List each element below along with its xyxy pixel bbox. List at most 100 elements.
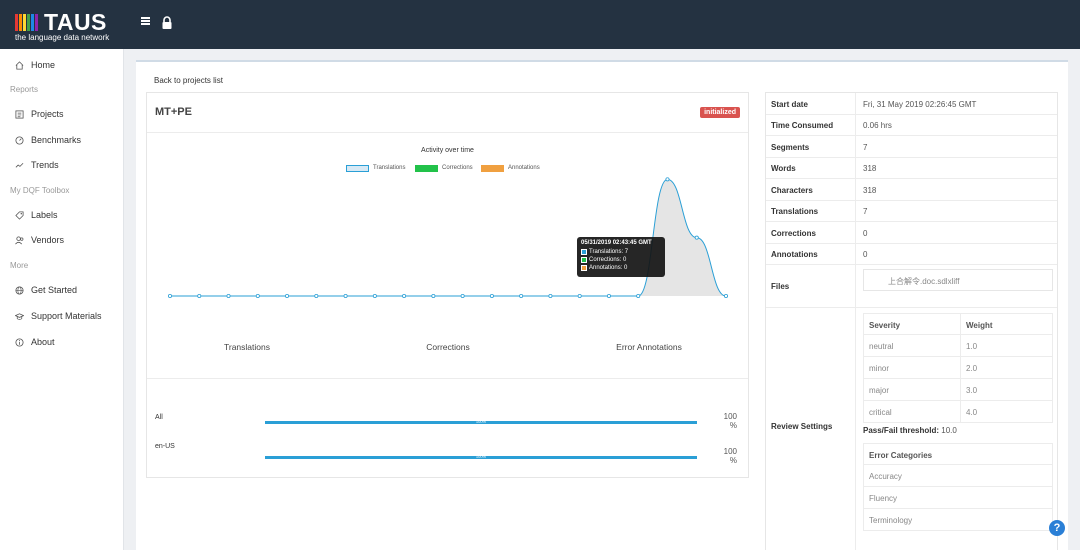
categories-header: Error Categories bbox=[869, 451, 933, 460]
home-icon bbox=[15, 60, 24, 70]
progress-inner-text: 100% bbox=[475, 454, 487, 459]
globe-icon bbox=[15, 285, 24, 295]
hamburger-icon[interactable] bbox=[141, 17, 151, 27]
data-point[interactable] bbox=[694, 235, 699, 240]
data-point[interactable] bbox=[724, 293, 729, 298]
progress-percent-en-us: 100 % bbox=[713, 447, 737, 465]
legend-label: Corrections bbox=[442, 165, 473, 171]
legend-item-annotations[interactable]: Annotations bbox=[481, 163, 540, 173]
info-icon bbox=[15, 337, 24, 347]
data-point[interactable] bbox=[314, 293, 319, 298]
data-point[interactable] bbox=[255, 293, 260, 298]
lock-icon[interactable] bbox=[161, 16, 173, 30]
data-point[interactable] bbox=[197, 293, 202, 298]
data-point[interactable] bbox=[167, 293, 172, 298]
info-row-segments: Segments 7 bbox=[766, 136, 1057, 158]
data-point[interactable] bbox=[519, 293, 524, 298]
column-divider bbox=[960, 335, 961, 356]
trend-line-icon bbox=[15, 162, 24, 168]
sidebar-item-support-materials[interactable]: Support Materials bbox=[15, 308, 102, 324]
severity-header-row: Severity Weight bbox=[863, 313, 1053, 335]
sidebar-item-trends[interactable]: Trends bbox=[15, 157, 59, 173]
column-divider bbox=[960, 357, 961, 378]
severity-weight: 2.0 bbox=[966, 364, 978, 373]
sidebar: Home Reports Projects Benchmarks Trends … bbox=[0, 49, 124, 550]
progress-label-all: All bbox=[155, 414, 163, 421]
data-point[interactable] bbox=[665, 177, 670, 182]
column-divider bbox=[960, 379, 961, 400]
sidebar-item-label: Projects bbox=[31, 109, 64, 119]
progress-inner-text: 100% bbox=[475, 419, 487, 424]
divider bbox=[147, 132, 748, 133]
percent-value: 100 bbox=[723, 412, 737, 421]
data-point[interactable] bbox=[372, 293, 377, 298]
sidebar-item-vendors[interactable]: Vendors bbox=[15, 232, 64, 248]
tab-corrections[interactable]: Corrections bbox=[426, 342, 470, 352]
severity-row: minor 2.0 bbox=[863, 357, 1053, 379]
legend-swatch bbox=[415, 164, 438, 172]
sidebar-item-label: Labels bbox=[31, 210, 58, 220]
data-point[interactable] bbox=[402, 293, 407, 298]
data-point[interactable] bbox=[636, 293, 641, 298]
legend-swatch bbox=[481, 164, 504, 172]
category-row: Accuracy bbox=[863, 465, 1053, 487]
percent-unit: % bbox=[729, 456, 737, 465]
sidebar-item-about[interactable]: About bbox=[15, 334, 55, 350]
category-name: Fluency bbox=[869, 494, 898, 503]
info-key: Segments bbox=[771, 143, 810, 152]
translations-area bbox=[170, 179, 726, 296]
data-point[interactable] bbox=[489, 293, 494, 298]
sidebar-item-label: Benchmarks bbox=[31, 135, 82, 145]
help-button[interactable]: ? bbox=[1049, 520, 1065, 536]
tab-translations[interactable]: Translations bbox=[224, 342, 270, 352]
category-row: Fluency bbox=[863, 487, 1053, 509]
tooltip-text: Translations: 7 bbox=[589, 249, 629, 255]
data-point[interactable] bbox=[548, 293, 553, 298]
activity-chart[interactable] bbox=[147, 93, 748, 333]
info-key: Words bbox=[771, 164, 796, 173]
weight-header: Weight bbox=[966, 321, 993, 330]
category-name: Accuracy bbox=[869, 472, 902, 481]
tooltip-text: Annotations: 0 bbox=[589, 265, 628, 271]
column-divider bbox=[960, 401, 961, 422]
severity-row: neutral 1.0 bbox=[863, 335, 1053, 357]
info-key: Time Consumed bbox=[771, 121, 834, 130]
severity-name: neutral bbox=[869, 342, 894, 351]
threshold-label: Pass/Fail threshold: bbox=[863, 426, 940, 435]
tooltip-row-translations: Translations: 7 bbox=[581, 248, 661, 256]
legend-item-translations[interactable]: Translations bbox=[346, 163, 405, 173]
info-row-files: Files bbox=[766, 265, 1057, 308]
legend-item-corrections[interactable]: Corrections bbox=[415, 163, 473, 173]
tab-error-annotations[interactable]: Error Annotations bbox=[616, 342, 682, 352]
sidebar-item-benchmarks[interactable]: Benchmarks bbox=[15, 132, 81, 148]
sidebar-item-get-started[interactable]: Get Started bbox=[15, 282, 77, 298]
column-divider bbox=[960, 314, 961, 335]
info-key: Corrections bbox=[771, 229, 816, 238]
info-row-start-date: Start date Fri, 31 May 2019 02:26:45 GMT bbox=[766, 93, 1057, 115]
info-value: 0 bbox=[863, 250, 868, 259]
data-point[interactable] bbox=[606, 293, 611, 298]
data-point[interactable] bbox=[285, 293, 290, 298]
data-point[interactable] bbox=[226, 293, 231, 298]
info-value: 318 bbox=[863, 186, 877, 195]
data-point[interactable] bbox=[431, 293, 436, 298]
status-badge: initialized bbox=[700, 107, 740, 118]
tooltip-row-corrections: Corrections: 0 bbox=[581, 256, 661, 264]
sidebar-item-labels[interactable]: Labels bbox=[15, 207, 58, 223]
sidebar-item-projects[interactable]: Projects bbox=[15, 106, 64, 122]
data-point[interactable] bbox=[460, 293, 465, 298]
percent-value: 100 bbox=[723, 447, 737, 456]
file-item[interactable]: 上合解令.doc.sdlxliff bbox=[863, 269, 1053, 291]
back-to-projects-link[interactable]: Back to projects list bbox=[154, 76, 223, 85]
data-point[interactable] bbox=[343, 293, 348, 298]
info-value: 7 bbox=[863, 207, 868, 216]
tooltip-swatch bbox=[581, 249, 587, 255]
info-key: Characters bbox=[771, 186, 813, 195]
severity-name: critical bbox=[869, 408, 892, 417]
info-row-time-consumed: Time Consumed 0.06 hrs bbox=[766, 115, 1057, 136]
data-point[interactable] bbox=[577, 293, 582, 298]
divider bbox=[147, 378, 748, 379]
taus-logo[interactable]: TAUS the language data network bbox=[14, 9, 124, 43]
project-info-table: Start date Fri, 31 May 2019 02:26:45 GMT… bbox=[765, 92, 1058, 550]
sidebar-item-home[interactable]: Home bbox=[15, 57, 55, 73]
